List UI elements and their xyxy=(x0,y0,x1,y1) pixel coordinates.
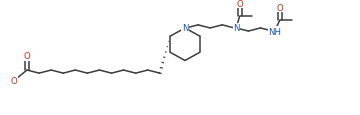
Text: N: N xyxy=(182,24,188,33)
Text: O: O xyxy=(24,52,30,61)
Text: O: O xyxy=(276,4,283,13)
Text: O: O xyxy=(236,0,243,9)
Text: NH: NH xyxy=(268,27,281,36)
Text: O: O xyxy=(11,76,17,85)
Text: N: N xyxy=(233,24,239,33)
